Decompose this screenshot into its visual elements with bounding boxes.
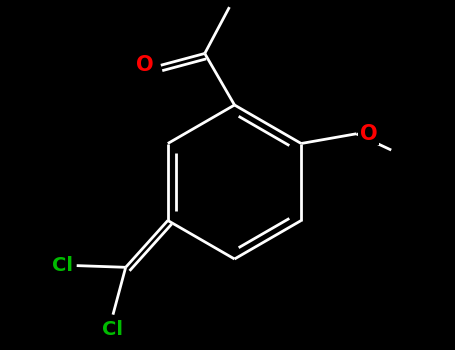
Text: O: O [136,55,154,75]
Text: O: O [360,124,378,144]
Text: Cl: Cl [102,320,123,339]
Text: Cl: Cl [52,256,73,275]
Text: OH: OH [233,0,268,4]
